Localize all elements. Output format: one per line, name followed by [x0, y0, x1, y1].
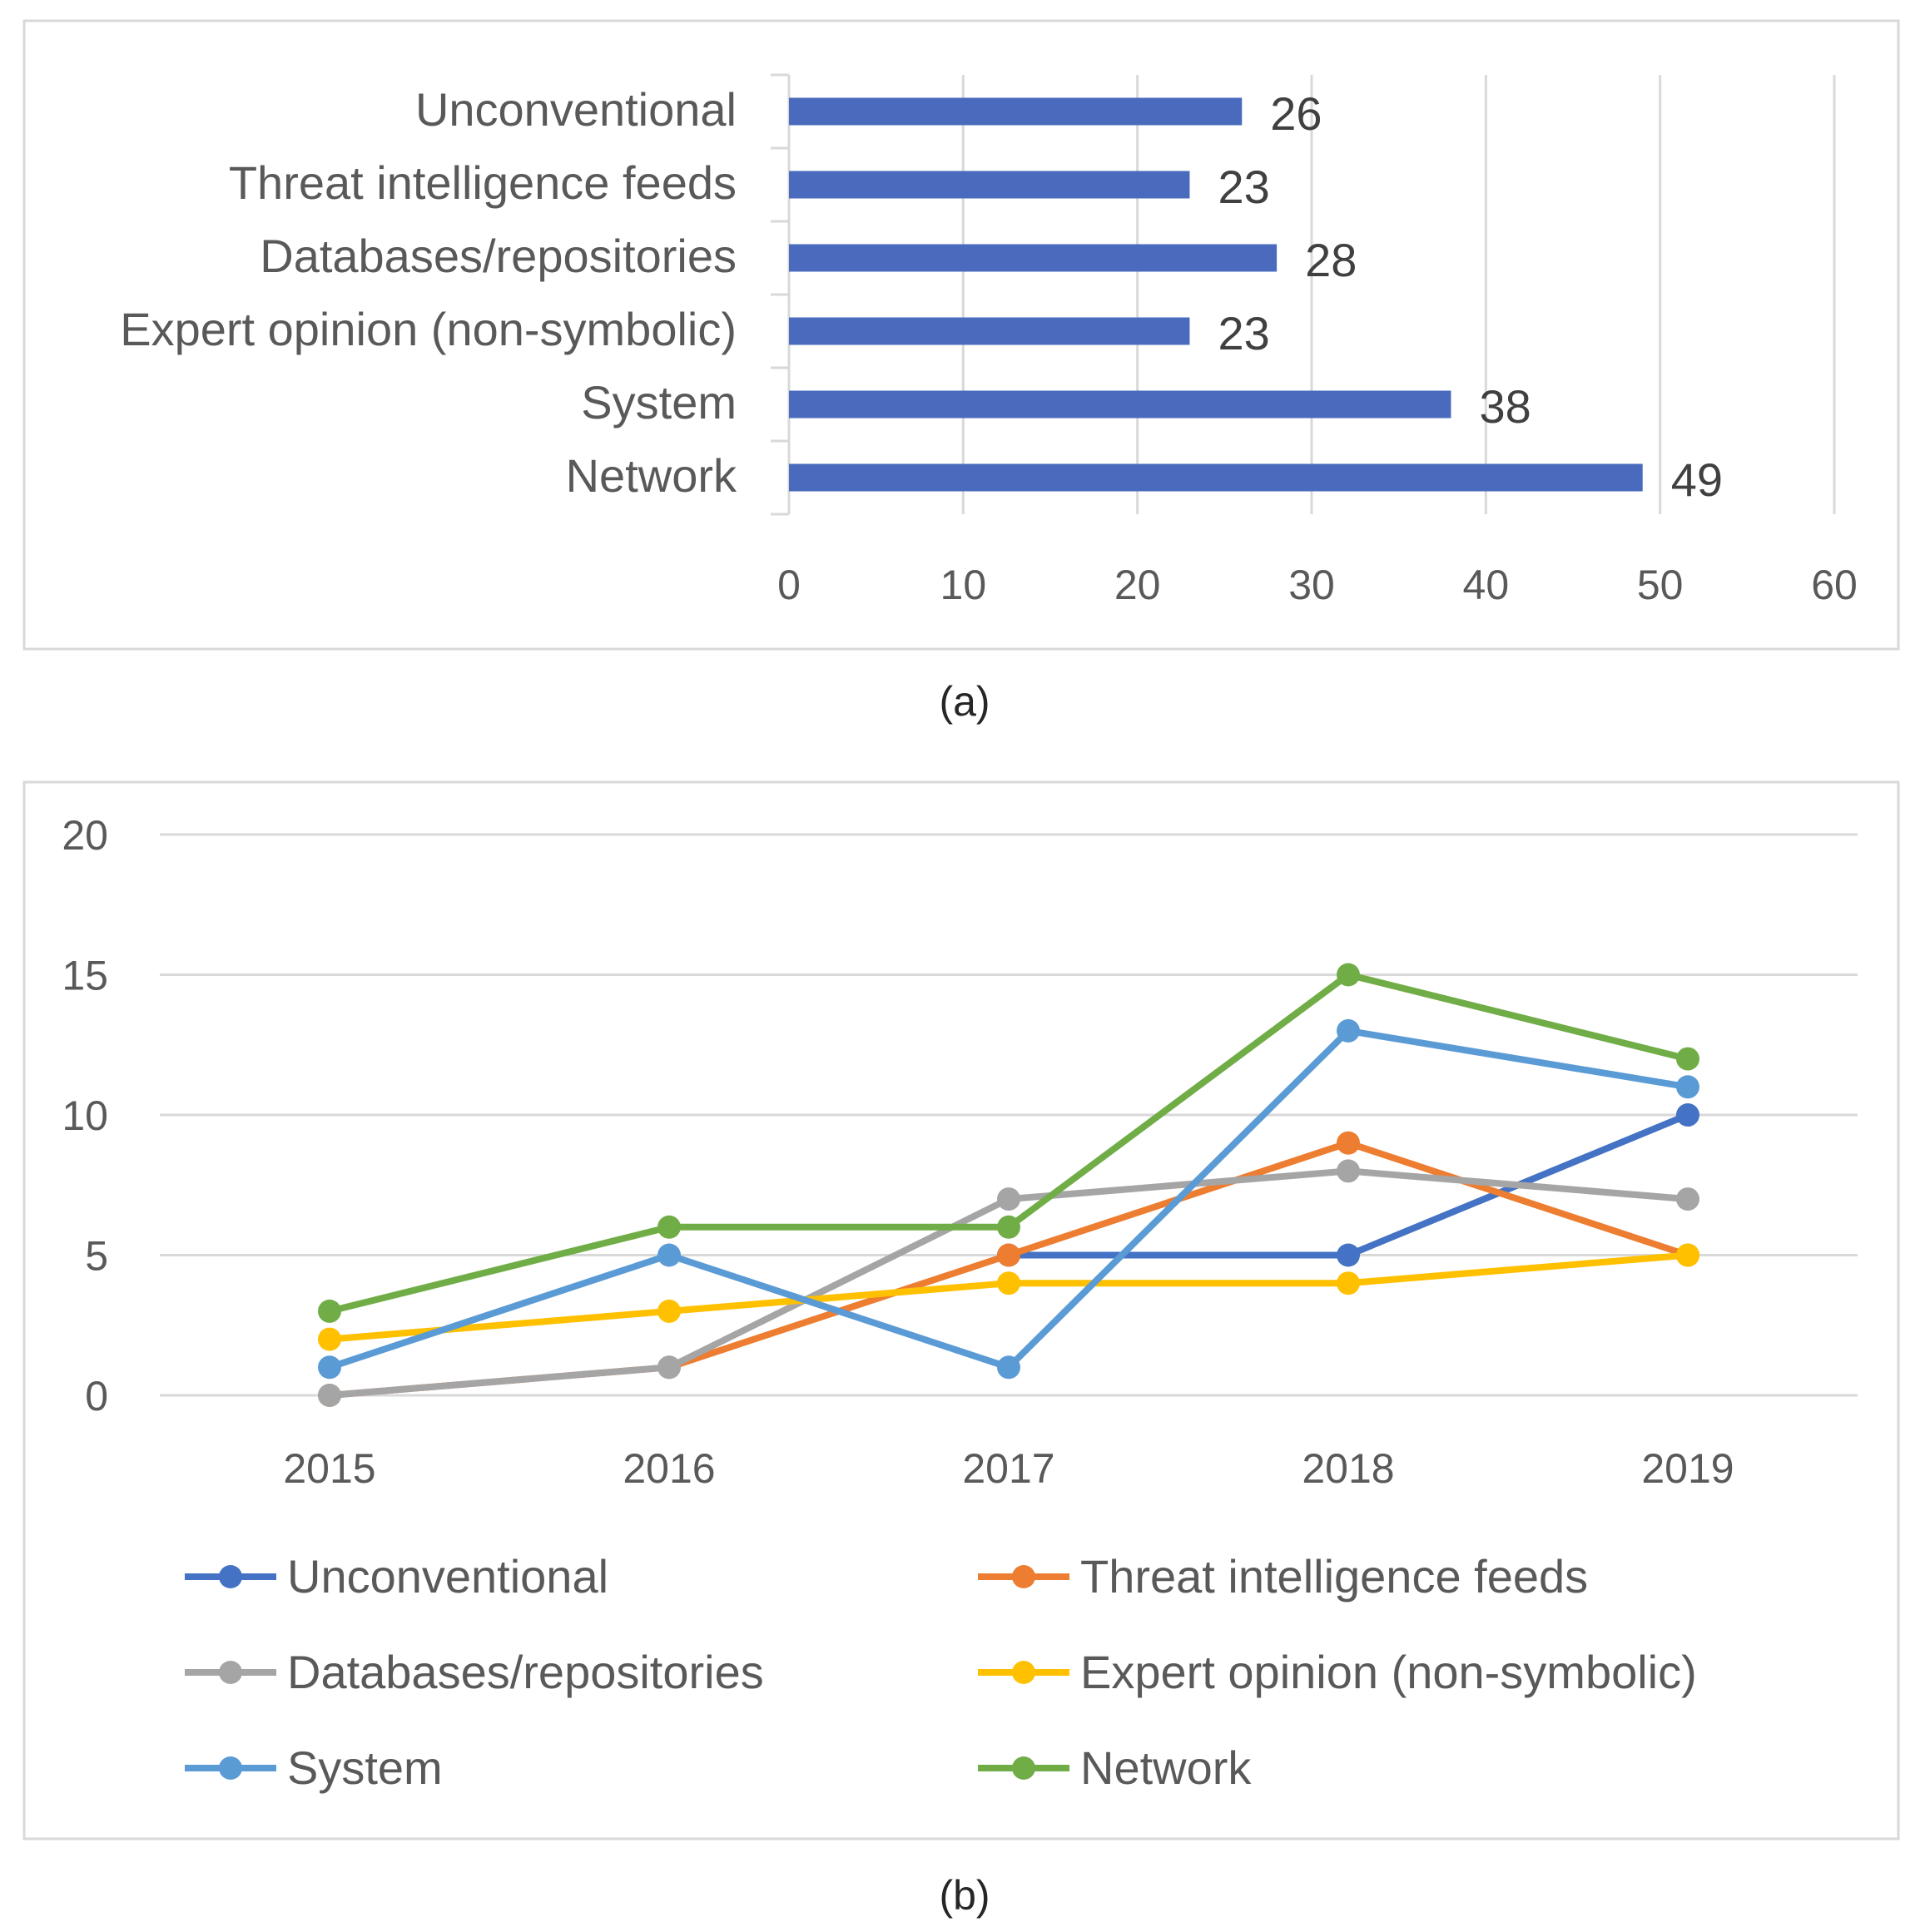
- y-tick-label: 20: [62, 812, 108, 859]
- x-tick-label: 2016: [623, 1445, 715, 1492]
- data-point: [657, 1299, 681, 1323]
- data-point: [1676, 1187, 1699, 1211]
- category-label: Expert opinion (non-symbolic): [120, 303, 737, 355]
- data-point: [1337, 1018, 1360, 1043]
- data-label: 49: [1671, 453, 1723, 506]
- x-tick-label: 2018: [1302, 1445, 1394, 1492]
- data-point: [1337, 1159, 1360, 1183]
- bar: [789, 171, 1190, 199]
- data-point: [318, 1327, 341, 1351]
- legend-label: System: [287, 1741, 443, 1794]
- x-tick-label: 50: [1637, 562, 1684, 608]
- data-point: [997, 1271, 1020, 1295]
- legend-swatch-marker: [1012, 1565, 1035, 1588]
- y-tick-label: 5: [85, 1233, 108, 1280]
- bar: [789, 244, 1278, 272]
- data-point: [997, 1215, 1020, 1239]
- series-group: [318, 1159, 1699, 1407]
- legend-label: Databases/repositories: [287, 1646, 764, 1698]
- legend-swatch-marker: [219, 1661, 242, 1684]
- legend-item: Network: [978, 1741, 1252, 1794]
- x-tick-label: 2015: [283, 1445, 375, 1492]
- series-group: [318, 1243, 1699, 1351]
- data-point: [1337, 1271, 1360, 1295]
- data-point: [997, 1187, 1020, 1211]
- x-tick-label: 0: [777, 562, 801, 608]
- line-chart-panel: 0 5 10 15 20 2015 2016 2017 2018 2019 Unconventi…: [22, 780, 1900, 1840]
- legend-item: Threat intelligence feeds: [978, 1550, 1588, 1603]
- bar-chart-panel: Unconventional Threat intelligence feeds D…: [22, 19, 1900, 651]
- category-label: Threat intelligence feeds: [229, 156, 737, 209]
- bar: [789, 317, 1190, 345]
- x-tick-label: 60: [1811, 562, 1858, 608]
- data-point: [318, 1355, 341, 1380]
- x-tick-label: 30: [1288, 562, 1335, 608]
- series-group: [318, 963, 1699, 1323]
- category-label: Unconventional: [415, 83, 737, 136]
- data-point: [1676, 1103, 1699, 1127]
- data-point: [657, 1215, 681, 1239]
- x-tick-label: 10: [940, 562, 987, 608]
- data-label: 28: [1305, 234, 1357, 286]
- data-label: 26: [1270, 87, 1322, 140]
- x-tick-label: 40: [1463, 562, 1510, 608]
- bar: [789, 463, 1643, 492]
- data-point: [997, 1243, 1020, 1267]
- y-tick-label: 10: [62, 1092, 108, 1139]
- data-point: [1337, 1131, 1360, 1155]
- legend-label: Expert opinion (non-symbolic): [1080, 1646, 1697, 1698]
- data-point: [318, 1384, 341, 1407]
- legend-swatch-marker: [219, 1565, 242, 1588]
- data-label: 23: [1218, 307, 1269, 359]
- x-tick-label: 2017: [962, 1445, 1054, 1492]
- data-label: 38: [1479, 380, 1531, 433]
- y-tick-label: 15: [62, 953, 108, 999]
- x-tick-label: 2019: [1641, 1445, 1734, 1492]
- data-point: [1676, 1243, 1699, 1267]
- legend-item: Unconventional: [185, 1550, 608, 1603]
- data-point: [1676, 1075, 1699, 1099]
- data-label: 23: [1218, 161, 1269, 213]
- legend-label: Unconventional: [287, 1550, 608, 1603]
- caption-a: (a): [939, 678, 990, 725]
- legend-item: Databases/repositories: [185, 1646, 764, 1698]
- legend-swatch-marker: [1012, 1661, 1035, 1684]
- x-tick-label: 20: [1114, 562, 1161, 608]
- data-point: [1676, 1047, 1699, 1071]
- legend-label: Threat intelligence feeds: [1080, 1550, 1588, 1603]
- legend-swatch-marker: [1012, 1756, 1035, 1780]
- legend-label: Network: [1080, 1741, 1252, 1794]
- data-point: [657, 1243, 681, 1267]
- legend-swatch-marker: [219, 1756, 242, 1780]
- category-label: Network: [566, 449, 737, 502]
- data-point: [1337, 1243, 1360, 1267]
- bar: [789, 97, 1243, 126]
- y-tick-label: 0: [85, 1373, 108, 1419]
- data-point: [1337, 963, 1360, 987]
- bar: [789, 390, 1451, 419]
- category-label: System: [581, 376, 737, 429]
- data-point: [318, 1299, 341, 1323]
- category-label: Databases/repositories: [260, 230, 737, 282]
- series-group: [318, 1018, 1699, 1380]
- legend-item: Expert opinion (non-symbolic): [978, 1646, 1697, 1698]
- data-point: [657, 1355, 681, 1380]
- legend-item: System: [185, 1741, 443, 1794]
- data-point: [997, 1355, 1020, 1380]
- caption-b: (b): [939, 1872, 990, 1919]
